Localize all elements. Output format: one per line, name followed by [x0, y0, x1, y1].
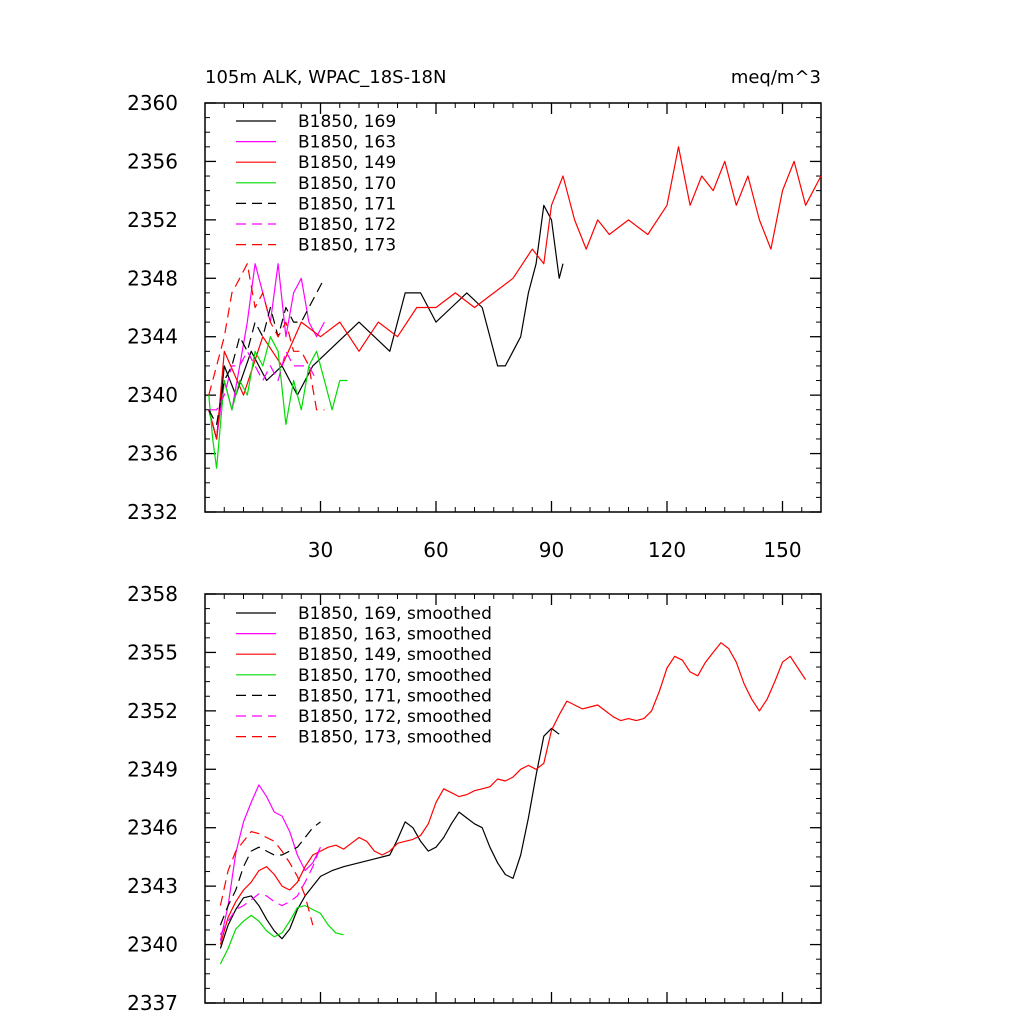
y-tick-label: 2352: [127, 208, 178, 232]
y-tick-label: 2352: [127, 699, 178, 723]
series-line-3: [208, 336, 348, 469]
series-line-6: [219, 830, 314, 926]
x-tick-label: 120: [648, 538, 686, 562]
y-tick-label: 2356: [127, 149, 178, 173]
series-line-6: [208, 263, 325, 411]
legend-label: B1850, 149: [298, 153, 396, 173]
y-tick-label: 2349: [127, 757, 178, 781]
y-tick-label: 2340: [127, 933, 178, 957]
legend-label: B1850, 169, smoothed: [298, 604, 492, 624]
series-line-2: [208, 146, 822, 440]
y-tick-label: 2348: [127, 266, 178, 290]
legend-label: B1850, 149, smoothed: [298, 645, 492, 665]
top-panel: 30 60 90 120 150 2332 2336 2340 2344 2348 2352 2356…: [127, 67, 822, 562]
x-tick-label: 150: [763, 538, 801, 562]
legend-label: B1850, 172, smoothed: [298, 707, 492, 727]
y-tick-label: 2332: [127, 500, 178, 524]
x-tick-label: 90: [539, 538, 564, 562]
series-line-5: [219, 846, 322, 936]
legend-label: B1850, 169: [298, 112, 396, 132]
y-tick-label: 2343: [127, 874, 178, 898]
y-tick-label: 2337: [127, 991, 178, 1015]
legend-label: B1850, 172: [298, 215, 396, 235]
y-tick-label: 2336: [127, 442, 178, 466]
legend-label: B1850, 163: [298, 133, 396, 153]
legend-label: B1850, 170, smoothed: [298, 666, 492, 686]
bottom-panel: 2337 2340 2343 2346 2349 2352 2355 2358 B1850, 1…: [127, 582, 822, 1015]
series-line-5: [208, 350, 318, 411]
series-line-4: [208, 278, 325, 425]
series-line-4: [219, 821, 321, 926]
units-label: meq/m^3: [731, 67, 821, 88]
legend-label: B1850, 171, smoothed: [298, 686, 492, 706]
x-tick-label: 30: [308, 538, 333, 562]
legend-label: B1850, 173, smoothed: [298, 728, 492, 748]
y-tick-label: 2344: [127, 325, 178, 349]
series-line-3: [219, 904, 344, 965]
series-line-0: [219, 727, 560, 949]
legend-label: B1850, 173: [298, 236, 396, 256]
chart-title: 105m ALK, WPAC_18S-18N: [205, 67, 446, 88]
x-tick-label: 60: [423, 538, 448, 562]
legend-label: B1850, 163, smoothed: [298, 625, 492, 645]
y-tick-label: 2340: [127, 383, 178, 407]
y-tick-label: 2360: [127, 91, 178, 115]
y-tick-label: 2358: [127, 582, 178, 606]
y-tick-label: 2346: [127, 816, 178, 840]
y-tick-label: 2355: [127, 640, 178, 664]
legend-label: B1850, 171: [298, 194, 396, 214]
legend-label: B1850, 170: [298, 174, 396, 194]
series-line-1: [219, 784, 322, 941]
series-line-0: [208, 204, 564, 440]
